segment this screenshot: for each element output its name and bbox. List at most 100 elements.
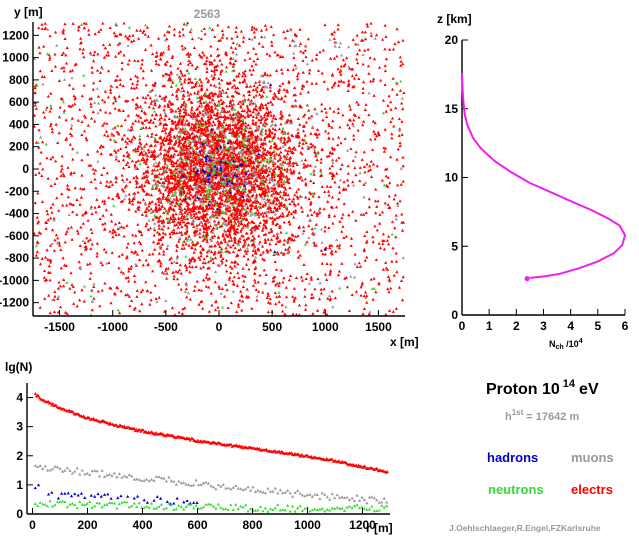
footprint-point-electrs [170, 138, 174, 142]
footprint-point-electrs [203, 222, 207, 226]
footprint-point-electrs [269, 153, 273, 157]
footprint-point-electrs [268, 110, 272, 114]
footprint-point-electrs [169, 170, 173, 174]
footprint-point-electrs [164, 266, 168, 270]
footprint-point-electrs [221, 257, 225, 260]
footprint-point-electrs [172, 155, 176, 159]
footprint-point-electrs [196, 130, 200, 134]
footprint-point-electrs [266, 250, 270, 254]
footprint-point-electrs [61, 31, 65, 35]
footprint-point-electrs [287, 197, 291, 201]
footprint-point-electrs [53, 182, 57, 185]
footprint-point-electrs [261, 214, 265, 218]
footprint-point-electrs [372, 129, 376, 133]
footprint-point-electrs [285, 180, 289, 184]
footprint-point-electrs [132, 86, 136, 90]
footprint-point-electrs [231, 113, 235, 117]
footprint-point-electrs [352, 137, 356, 141]
footprint-point-electrs [125, 177, 129, 181]
footprint-point-electrs [218, 152, 223, 155]
footprint-point-electrs [240, 308, 244, 312]
footprint-point-electrs [159, 53, 163, 57]
footprint-point-electrs [163, 157, 167, 161]
footprint-point-electrs [263, 24, 267, 27]
footprint-point-electrs [157, 196, 161, 200]
footprint-point-electrs [278, 87, 282, 91]
footprint-point-electrs [141, 288, 145, 292]
footprint-point-electrs [273, 291, 277, 295]
footprint-point-electrs [281, 309, 285, 313]
footprint-point-electrs [159, 261, 163, 265]
footprint-point-electrs [235, 254, 239, 258]
footprint-point-electrs [90, 212, 94, 215]
footprint-point-electrs [286, 68, 290, 71]
footprint-point-electrs [81, 51, 85, 55]
footprint-point-electrs [202, 226, 206, 230]
footprint-point-electrs [122, 133, 126, 137]
footprint-point-electrs [200, 83, 204, 87]
footprint-point-electrs [169, 71, 173, 75]
footprint-point-electrs [163, 161, 167, 165]
footprint-point-electrs [90, 70, 94, 74]
footprint-point-electrs [339, 79, 343, 83]
footprint-point-electrs [195, 142, 199, 145]
footprint-point-electrs [275, 69, 279, 72]
footprint-point-electrs [274, 123, 278, 127]
footprint-point-electrs [174, 123, 178, 127]
footprint-point-electrs [381, 98, 385, 102]
footprint-point-electrs [363, 290, 368, 294]
footprint-point-electrs [185, 150, 190, 154]
footprint-point-electrs [296, 71, 300, 75]
footprint-point-electrs [383, 127, 387, 131]
footprint-point-electrs [401, 179, 405, 183]
footprint-point-electrs [317, 297, 322, 301]
footprint-point-electrs [219, 132, 223, 136]
footprint-point-electrs [263, 203, 267, 207]
footprint-point-electrs [246, 243, 251, 247]
footprint-point-electrs [352, 76, 357, 80]
footprint-point-electrs [202, 217, 206, 221]
footprint-point-electrs [158, 113, 163, 117]
footprint-point-electrs [114, 175, 118, 179]
footprint-point-electrs [282, 276, 286, 280]
footprint-point-electrs [166, 30, 170, 33]
footprint-point-electrs [152, 233, 156, 237]
footprint-point-electrs [197, 173, 201, 176]
footprint-point-electrs [175, 93, 179, 97]
footprint-point-electrs [157, 226, 161, 230]
footprint-point-electrs [117, 159, 121, 163]
footprint-point-electrs [201, 173, 205, 177]
footprint-point-electrs [255, 164, 259, 167]
footprint-point-electrs [264, 27, 269, 31]
footprint-point-electrs [390, 136, 394, 140]
footprint-point-electrs [214, 299, 218, 303]
footprint-point-electrs [341, 225, 345, 228]
footprint-point-electrs [362, 150, 366, 154]
footprint-point-electrs [393, 226, 397, 230]
footprint-point-electrs [244, 251, 248, 255]
footprint-point-electrs [206, 80, 210, 84]
footprint-point-electrs [79, 36, 83, 40]
footprint-point-electrs [394, 307, 398, 310]
footprint-point-electrs [314, 153, 318, 157]
footprint-point-electrs [193, 284, 197, 288]
footprint-point-electrs [276, 180, 280, 183]
footprint-point-electrs [105, 179, 109, 183]
footprint-point-electrs [220, 169, 225, 173]
footprint-point-electrs [215, 165, 219, 169]
footprint-point-electrs [294, 234, 298, 238]
footprint-point-electrs [112, 133, 116, 137]
footprint-point-electrs [255, 85, 259, 89]
footprint-point-electrs [233, 240, 238, 244]
footprint-point-electrs [292, 169, 296, 173]
footprint-point-electrs [147, 201, 152, 205]
footprint-point-electrs [72, 171, 76, 174]
footprint-point-electrs [203, 182, 207, 186]
footprint-point-electrs [311, 312, 315, 315]
footprint-point-electrs [211, 173, 215, 177]
footprint-point-electrs [342, 202, 346, 205]
footprint-point-electrs [276, 159, 280, 163]
footprint-ylabel: y [m] [14, 5, 43, 19]
footprint-point-electrs [62, 278, 66, 281]
footprint-point-electrs [135, 82, 139, 86]
